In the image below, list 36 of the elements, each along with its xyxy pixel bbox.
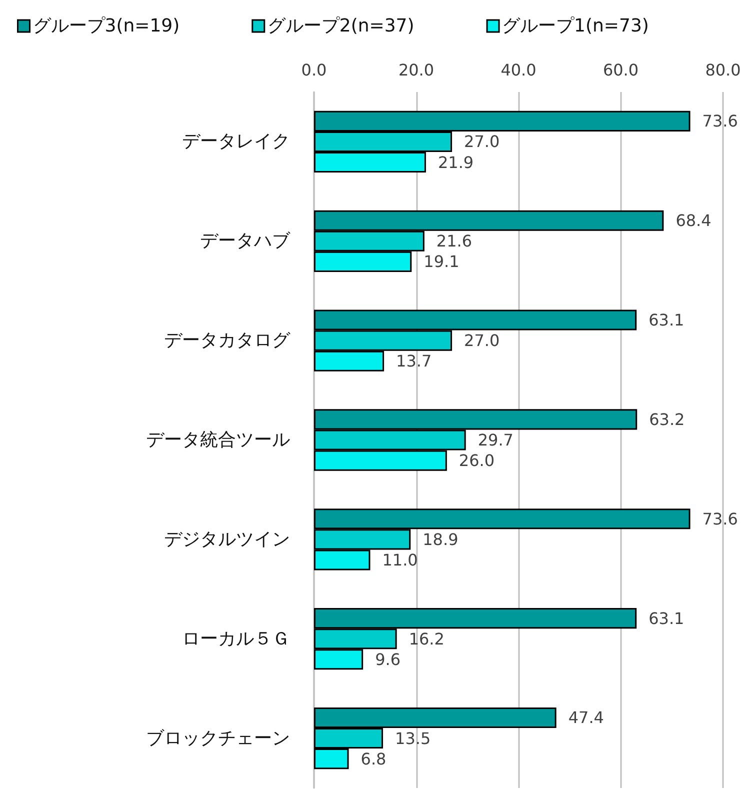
data-label: 21.6	[436, 232, 472, 251]
x-tick-label: 60.0	[602, 60, 639, 80]
data-label: 63.2	[649, 410, 685, 429]
data-label: 73.6	[702, 509, 738, 528]
y-tick-label: データカタログ	[164, 330, 291, 352]
data-label: 63.1	[648, 608, 684, 628]
legend-label: グループ1(n=73)	[502, 16, 649, 36]
data-label: 9.6	[375, 650, 401, 669]
x-tick-label: 20.0	[398, 60, 434, 80]
data-label: 11.0	[382, 550, 418, 570]
data-label: 26.0	[458, 451, 495, 470]
data-label: 68.4	[676, 211, 712, 230]
legend-label: グループ3(n=19)	[32, 16, 180, 36]
data-label: 21.9	[438, 152, 474, 172]
data-label: 27.0	[464, 331, 500, 350]
legend-label: グループ2(n=37)	[267, 16, 414, 36]
data-label: 63.1	[648, 310, 684, 330]
data-label: 13.7	[396, 352, 432, 371]
data-label: 27.0	[464, 132, 500, 152]
y-tick-label: ローカル５Ｇ	[182, 628, 290, 650]
y-tick-label: ブロックチェーン	[146, 728, 290, 749]
x-tick-label: 0.0	[301, 60, 327, 80]
data-label: 73.6	[702, 112, 738, 131]
y-tick-label: データハブ	[200, 230, 291, 252]
x-tick-label: 40.0	[500, 60, 536, 80]
data-label: 29.7	[478, 430, 514, 450]
y-tick-label: デジタルツイン	[164, 528, 290, 550]
x-tick-label: 80.0	[705, 60, 741, 80]
data-label: 18.9	[422, 530, 458, 549]
data-label: 16.2	[408, 629, 444, 648]
data-label: 19.1	[424, 252, 460, 272]
data-label: 13.5	[395, 728, 431, 748]
y-tick-label: データレイク	[182, 131, 290, 152]
y-tick-label: データ統合ツール	[146, 430, 290, 450]
data-label: 47.4	[568, 708, 604, 728]
data-label: 6.8	[360, 749, 386, 768]
